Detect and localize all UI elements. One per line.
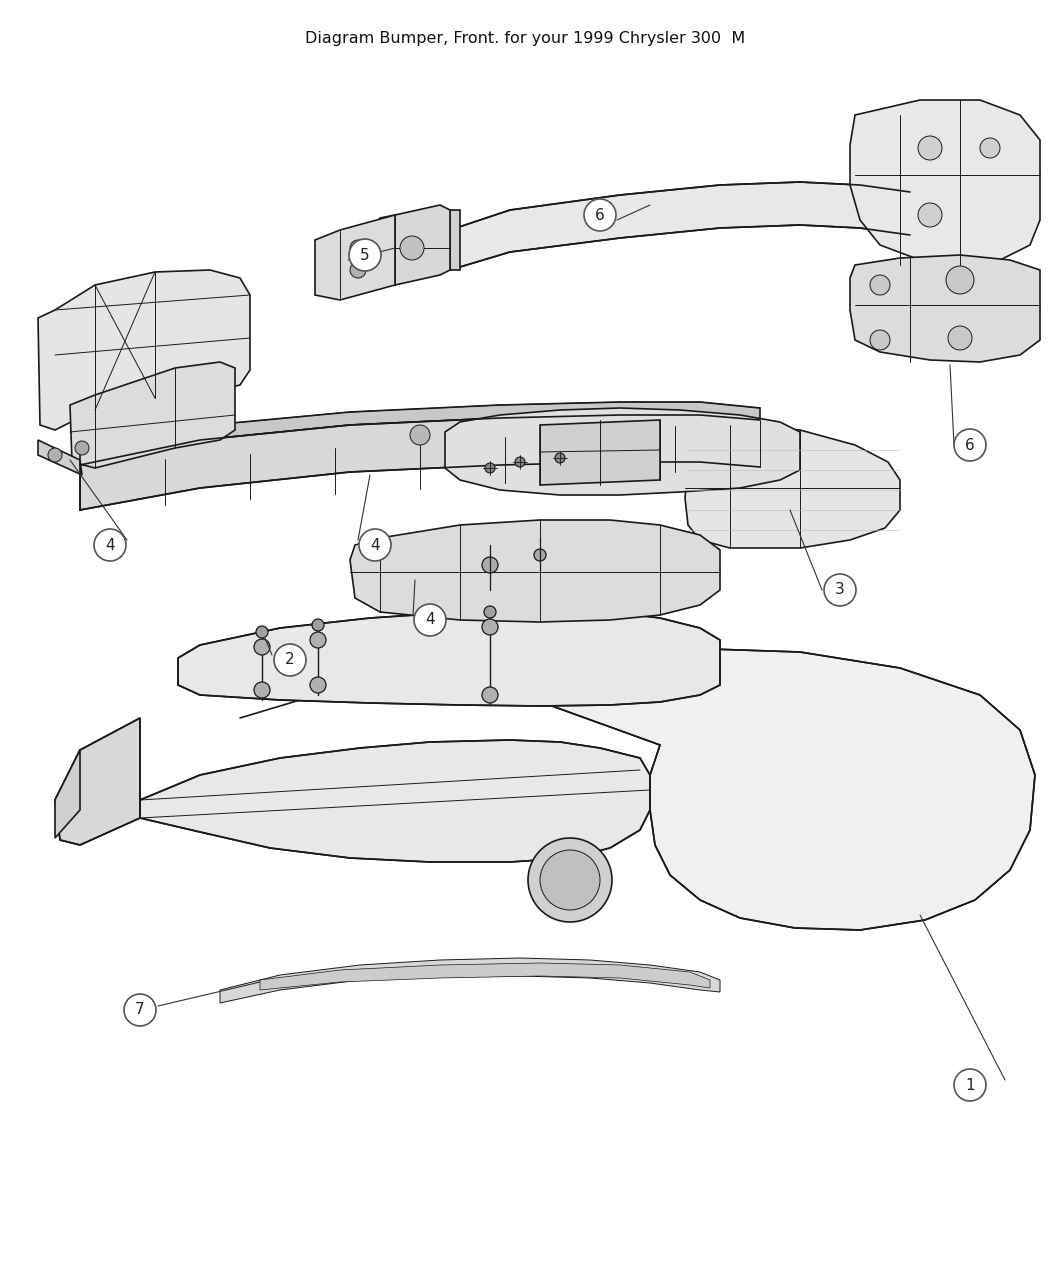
Circle shape <box>359 529 391 561</box>
Text: 6: 6 <box>595 208 605 223</box>
Circle shape <box>256 626 268 638</box>
Polygon shape <box>850 255 1040 362</box>
Polygon shape <box>70 362 235 468</box>
Polygon shape <box>685 425 900 548</box>
Polygon shape <box>450 182 910 270</box>
Circle shape <box>540 850 600 910</box>
Polygon shape <box>38 440 82 476</box>
Polygon shape <box>850 99 1040 265</box>
Polygon shape <box>80 414 760 510</box>
Circle shape <box>400 236 424 260</box>
Circle shape <box>350 261 366 278</box>
Circle shape <box>274 644 306 676</box>
Circle shape <box>954 428 986 462</box>
Circle shape <box>946 266 974 295</box>
Circle shape <box>555 453 565 463</box>
Text: 4: 4 <box>105 538 114 552</box>
Text: Diagram Bumper, Front. for your 1999 Chrysler 300  M: Diagram Bumper, Front. for your 1999 Chr… <box>304 31 746 46</box>
Circle shape <box>954 1068 986 1102</box>
Circle shape <box>75 441 89 455</box>
Polygon shape <box>260 963 710 989</box>
Circle shape <box>482 618 498 635</box>
Circle shape <box>254 639 270 655</box>
Circle shape <box>482 687 498 703</box>
Polygon shape <box>55 750 80 838</box>
Circle shape <box>254 682 270 697</box>
Text: 6: 6 <box>965 437 974 453</box>
Text: 4: 4 <box>371 538 380 552</box>
Polygon shape <box>540 419 660 484</box>
Text: 7: 7 <box>135 1002 145 1017</box>
Polygon shape <box>315 215 395 300</box>
Circle shape <box>482 557 498 572</box>
Circle shape <box>918 203 942 227</box>
Circle shape <box>484 606 496 618</box>
Circle shape <box>824 574 856 606</box>
Circle shape <box>870 330 890 351</box>
Circle shape <box>485 463 495 473</box>
Circle shape <box>312 618 324 631</box>
Circle shape <box>414 604 446 636</box>
Circle shape <box>94 529 126 561</box>
Polygon shape <box>450 210 460 270</box>
Circle shape <box>48 448 62 462</box>
Circle shape <box>528 838 612 922</box>
Polygon shape <box>38 270 250 430</box>
Polygon shape <box>178 609 720 706</box>
Circle shape <box>310 677 326 694</box>
Text: 2: 2 <box>286 653 295 668</box>
Text: 1: 1 <box>965 1077 974 1093</box>
Polygon shape <box>80 402 760 465</box>
Circle shape <box>410 425 430 445</box>
Polygon shape <box>55 718 140 845</box>
Circle shape <box>918 136 942 159</box>
Circle shape <box>980 138 1000 158</box>
Polygon shape <box>375 205 450 286</box>
Circle shape <box>124 994 156 1026</box>
Text: 3: 3 <box>835 583 845 598</box>
Polygon shape <box>480 648 1035 929</box>
Polygon shape <box>220 958 720 1003</box>
Circle shape <box>870 275 890 295</box>
Polygon shape <box>445 408 800 495</box>
Circle shape <box>310 632 326 648</box>
Polygon shape <box>140 740 650 862</box>
Text: 5: 5 <box>360 247 370 263</box>
Polygon shape <box>350 520 720 622</box>
Circle shape <box>534 550 546 561</box>
Circle shape <box>584 199 616 231</box>
Text: 4: 4 <box>425 612 435 627</box>
Circle shape <box>349 238 381 272</box>
Circle shape <box>514 456 525 467</box>
Circle shape <box>948 326 972 351</box>
Circle shape <box>350 240 366 256</box>
